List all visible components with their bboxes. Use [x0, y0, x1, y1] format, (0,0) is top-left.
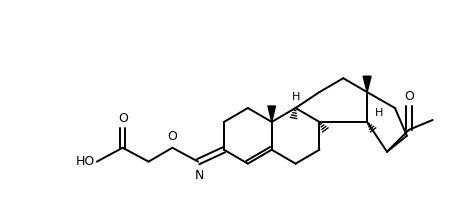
Polygon shape [363, 76, 371, 92]
Text: N: N [195, 169, 204, 182]
Text: H: H [375, 108, 383, 118]
Polygon shape [268, 106, 276, 122]
Text: HO: HO [76, 155, 95, 168]
Text: O: O [119, 112, 129, 125]
Text: O: O [404, 90, 414, 103]
Text: O: O [168, 130, 177, 143]
Text: H: H [291, 92, 300, 102]
